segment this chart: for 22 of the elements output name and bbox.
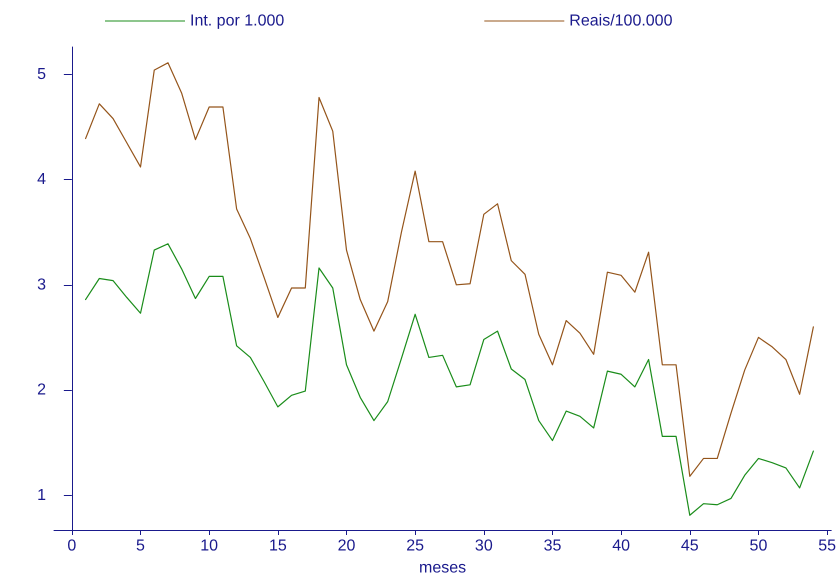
- x-tick-label: 50: [750, 538, 768, 554]
- x-tick-label: 20: [338, 538, 356, 554]
- x-tick-label: 55: [818, 538, 836, 554]
- y-tick-label: 5: [37, 66, 46, 83]
- y-tick-label: 3: [37, 276, 46, 294]
- y-tick-label: 4: [37, 171, 46, 188]
- y-tick-label: 2: [37, 382, 46, 399]
- legend-label: Reais/100.000: [569, 12, 673, 30]
- x-tick-label: 10: [200, 538, 218, 554]
- x-tick-label: 5: [136, 538, 146, 554]
- line-series: [84, 62, 814, 477]
- x-tick-label: 0: [67, 538, 76, 554]
- x-tick-label: 40: [612, 538, 630, 554]
- x-tick-label: 15: [268, 538, 287, 554]
- x-tick-label: 45: [680, 538, 699, 554]
- line-series: [84, 243, 814, 516]
- x-tick-label: 25: [406, 538, 424, 554]
- x-axis-title: meses: [419, 560, 466, 576]
- x-tick-label: 35: [544, 538, 562, 554]
- x-tick-label: 30: [474, 538, 493, 554]
- y-tick-label: 1: [37, 486, 46, 504]
- legend-label: Int. por 1.000: [190, 12, 284, 30]
